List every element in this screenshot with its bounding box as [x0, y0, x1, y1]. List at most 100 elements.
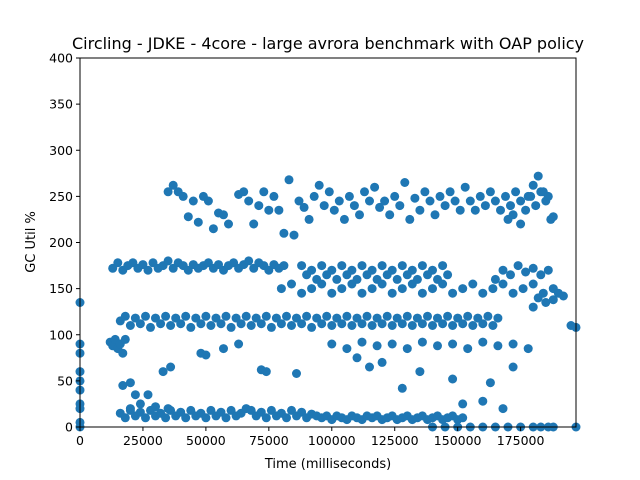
data-point: [246, 321, 256, 330]
data-point: [309, 191, 319, 201]
data-point: [528, 180, 538, 190]
data-point: [289, 230, 299, 240]
data-point: [445, 187, 455, 197]
data-point: [201, 311, 211, 321]
data-point: [508, 362, 518, 372]
data-point: [163, 187, 173, 197]
data-point: [513, 261, 523, 271]
x-tick-label: 100000: [308, 433, 356, 448]
data-point: [367, 321, 377, 330]
data-point: [337, 261, 347, 271]
y-tick-label: 100: [49, 327, 73, 342]
data-point: [317, 279, 327, 289]
data-point: [367, 265, 377, 275]
data-point: [465, 196, 475, 206]
data-point: [377, 279, 387, 289]
x-axis: 0 25000 50000 75000 100000 125000 150000 175000: [76, 427, 545, 448]
data-point: [236, 319, 246, 329]
data-point: [146, 322, 155, 332]
data-point: [264, 205, 274, 215]
data-point: [261, 413, 271, 423]
data-point: [239, 187, 249, 197]
data-point: [327, 265, 337, 275]
data-point: [224, 219, 233, 229]
data-point: [417, 319, 427, 329]
data-point: [367, 284, 377, 294]
data-point: [297, 288, 307, 298]
data-point: [244, 196, 254, 206]
data-point: [357, 261, 367, 271]
x-tick-label: 0: [76, 433, 84, 448]
data-point: [332, 274, 342, 284]
data-point: [448, 339, 458, 349]
data-point: [201, 350, 211, 360]
data-point: [458, 284, 468, 294]
data-point: [395, 201, 405, 211]
data-point: [400, 178, 410, 187]
y-tick-label: 250: [49, 189, 73, 204]
data-point: [266, 322, 276, 332]
data-point: [299, 202, 309, 212]
data-point: [259, 187, 269, 197]
data-point: [307, 322, 317, 332]
data-point: [156, 319, 166, 329]
data-point: [485, 378, 495, 388]
x-tick-label: 125000: [371, 433, 419, 448]
data-point: [498, 279, 508, 289]
x-tick-label: 25000: [123, 433, 163, 448]
data-point: [317, 319, 327, 329]
data-point: [438, 319, 448, 329]
data-point: [448, 288, 458, 298]
data-point: [488, 321, 498, 330]
data-point: [130, 390, 140, 400]
data-point: [438, 279, 448, 289]
data-point: [385, 210, 395, 220]
data-point: [485, 187, 495, 197]
data-point: [357, 319, 367, 329]
data-point: [181, 413, 191, 423]
data-point: [125, 378, 135, 388]
data-point: [196, 319, 206, 329]
data-point: [297, 319, 307, 329]
data-point: [448, 374, 458, 384]
data-point: [372, 341, 382, 351]
data-point: [407, 321, 417, 330]
y-tick-label: 350: [49, 97, 73, 112]
data-point: [161, 413, 171, 423]
data-point: [536, 270, 546, 280]
data-point: [322, 311, 332, 321]
data-point: [407, 265, 417, 275]
y-tick-label: 150: [49, 281, 73, 296]
data-point: [279, 261, 289, 271]
x-tick-label: 150000: [434, 433, 482, 448]
data-point: [425, 196, 435, 206]
data-point: [135, 319, 145, 329]
data-point: [327, 339, 337, 349]
data-point: [141, 311, 150, 321]
data-point: [219, 210, 228, 220]
data-point: [528, 279, 538, 289]
data-point: [480, 201, 490, 211]
data-point: [304, 214, 314, 224]
data-point: [151, 402, 160, 412]
data-point: [276, 319, 286, 329]
data-point: [387, 321, 397, 330]
data-point: [377, 357, 387, 367]
data-point: [448, 321, 458, 330]
data-point: [511, 187, 521, 197]
data-point: [382, 311, 392, 321]
data-point: [337, 284, 347, 294]
data-point: [324, 187, 334, 197]
data-point: [143, 390, 153, 400]
data-point: [528, 263, 538, 273]
data-point: [438, 261, 448, 271]
data-point: [475, 191, 485, 201]
data-point: [415, 367, 425, 377]
data-point: [377, 319, 387, 329]
data-point: [440, 201, 450, 211]
data-point: [339, 214, 349, 224]
data-point: [206, 321, 216, 330]
data-point: [370, 182, 380, 192]
data-point: [528, 302, 538, 312]
data-points: [75, 171, 581, 432]
